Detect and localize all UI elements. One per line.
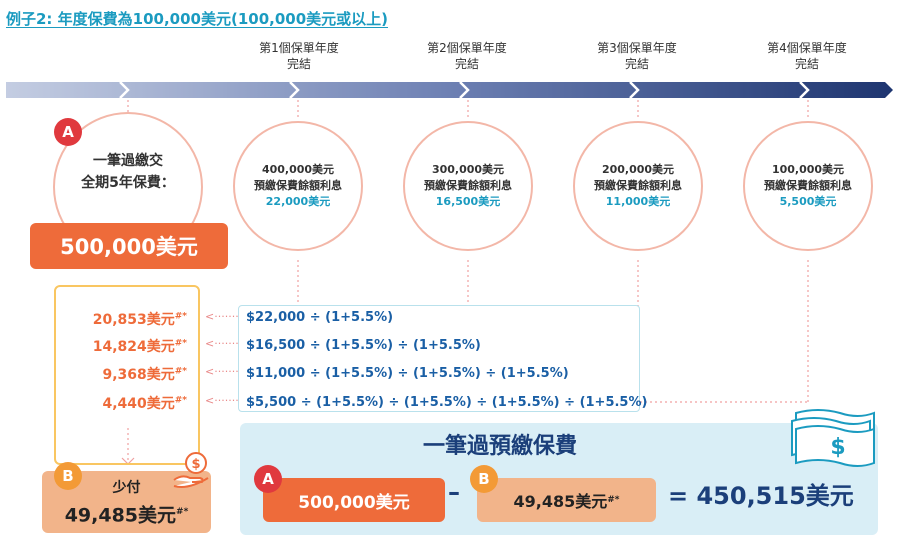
summary-badge-a: A xyxy=(254,465,282,493)
coin-in-hand-icon: $ xyxy=(173,452,209,488)
year-1-label: 第1個保單年度 完結 xyxy=(259,41,339,71)
summary-badge-b: B xyxy=(470,465,498,493)
year-3-circle: 200,000美元 預繳保費餘額利息 11,000美元 xyxy=(573,121,703,251)
formula-row: $16,500 ÷ (1+5.5%) ÷ (1+5.5%) xyxy=(246,338,481,353)
timeline-chevrons xyxy=(119,81,810,99)
badge-a: A xyxy=(54,118,82,146)
badge-b: B xyxy=(54,462,82,490)
year-4-circle: 100,000美元 預繳保費餘額利息 5,500美元 xyxy=(743,121,873,251)
summary-a-box: 500,000美元 xyxy=(263,478,445,522)
summary-result: = 450,515美元 xyxy=(668,482,854,510)
year-2-circle: 300,000美元 預繳保費餘額利息 16,500美元 xyxy=(403,121,533,251)
left-arrow: <······· xyxy=(205,394,239,407)
svg-text:$: $ xyxy=(830,435,845,460)
minus-sign: – xyxy=(448,478,460,506)
formula-box xyxy=(238,305,640,412)
page-title: 例子2: 年度保費為100,000美元(100,000美元或以上) xyxy=(6,10,389,28)
left-arrow: <······· xyxy=(205,365,239,378)
present-value-row: 20,853美元#* xyxy=(92,311,187,328)
present-value-row: 4,440美元#* xyxy=(102,395,187,412)
year-2-label: 第2個保單年度 完結 xyxy=(427,41,507,71)
formula-row: $5,500 ÷ (1+5.5%) ÷ (1+5.5%) ÷ (1+5.5%) … xyxy=(246,395,648,410)
svg-text:$: $ xyxy=(191,457,200,472)
year-3-label: 第3個保單年度 完結 xyxy=(597,41,677,71)
left-arrow: <······· xyxy=(205,337,239,350)
present-value-row: 14,824美元#* xyxy=(92,338,187,355)
formula-row: $11,000 ÷ (1+5.5%) ÷ (1+5.5%) ÷ (1+5.5%) xyxy=(246,366,569,381)
timeline-band xyxy=(6,82,893,98)
prepay-amount-box: 500,000美元 xyxy=(30,223,228,269)
year-1-circle: 400,000美元 預繳保費餘額利息 22,000美元 xyxy=(233,121,363,251)
year-4-label: 第4個保單年度 完結 xyxy=(767,41,847,71)
left-arrow: <······· xyxy=(205,310,239,323)
summary-title: 一筆過預繳保費 xyxy=(422,434,577,459)
present-value-row: 9,368美元#* xyxy=(102,366,187,383)
present-values-box xyxy=(54,285,200,465)
summary-b-box: 49,485美元 #* xyxy=(477,478,656,522)
formula-row: $22,000 ÷ (1+5.5%) xyxy=(246,310,394,325)
dollar-bills-icon: $ xyxy=(791,409,875,467)
